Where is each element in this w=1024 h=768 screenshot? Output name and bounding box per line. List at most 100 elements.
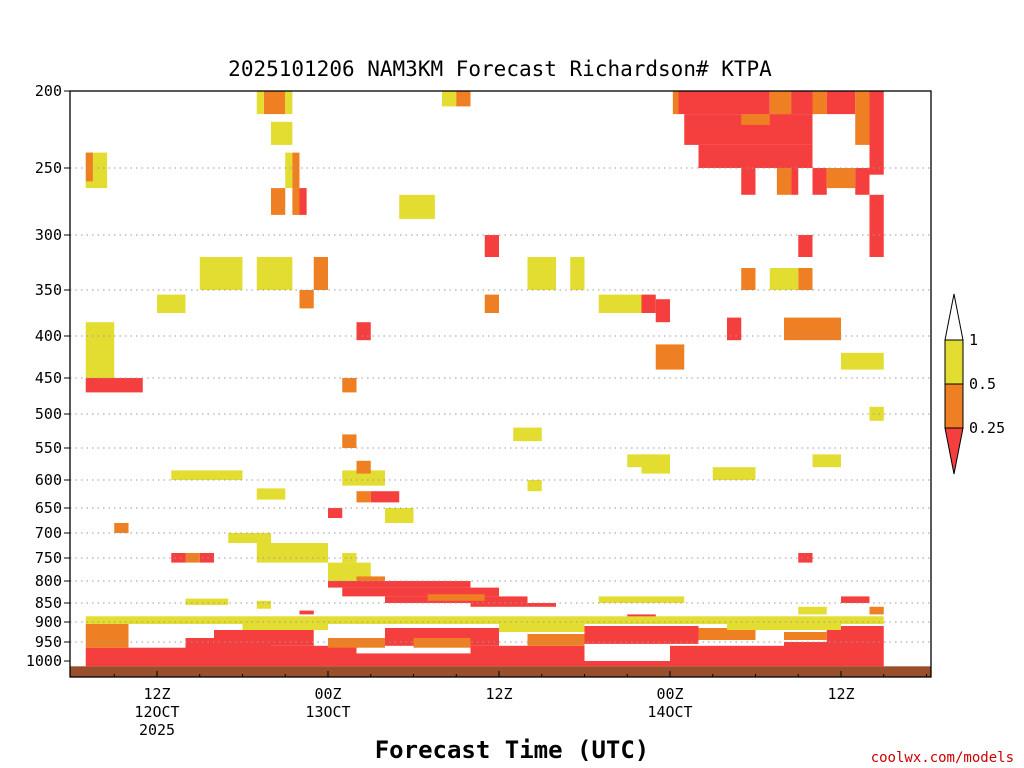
plot-frame bbox=[69, 90, 932, 678]
heatmap-cell bbox=[271, 645, 357, 661]
heatmap-cell bbox=[841, 352, 870, 370]
heatmap-cell bbox=[285, 152, 293, 189]
heatmap-cell bbox=[263, 91, 286, 115]
y-tick-label: 350 bbox=[35, 281, 62, 299]
heatmap-cell bbox=[256, 600, 271, 609]
heatmap-cell bbox=[356, 491, 371, 503]
ground-band bbox=[70, 666, 931, 677]
heatmap-cell bbox=[328, 638, 385, 648]
heatmap-cell bbox=[527, 257, 556, 290]
y-tick-label: 800 bbox=[35, 572, 62, 590]
y-tick-label: 200 bbox=[35, 82, 62, 100]
heatmap-cells bbox=[85, 91, 884, 667]
heatmap-cell bbox=[328, 508, 343, 518]
heatmap-cell bbox=[798, 606, 827, 615]
heatmap-cell bbox=[570, 257, 585, 290]
heatmap-cell bbox=[698, 144, 813, 168]
x-tick-label: 12Z bbox=[827, 685, 854, 703]
credit-text: coolwx.com/models bbox=[871, 750, 1014, 766]
heatmap-cell bbox=[199, 257, 243, 290]
heatmap-cell bbox=[855, 168, 870, 195]
y-tick-label: 500 bbox=[35, 405, 62, 423]
heatmap-cell bbox=[670, 645, 784, 661]
heatmap-cell bbox=[356, 322, 371, 341]
heatmap-cell bbox=[299, 290, 314, 309]
heatmap-cell bbox=[655, 299, 670, 323]
heatmap-cell bbox=[812, 91, 827, 115]
heatmap-cell bbox=[855, 91, 870, 145]
heatmap-cell bbox=[85, 624, 129, 648]
heatmap-cell bbox=[784, 317, 841, 341]
heatmap-cell bbox=[299, 188, 307, 215]
colorbar-swatch-yellow bbox=[944, 339, 964, 385]
heatmap-cell bbox=[299, 610, 314, 615]
heatmap-cell bbox=[114, 523, 129, 533]
x-tick-label: 2025 bbox=[139, 721, 175, 739]
heatmap-cell bbox=[776, 168, 792, 195]
heatmap-cell bbox=[256, 488, 286, 500]
x-tick-label: 14OCT bbox=[647, 703, 692, 721]
heatmap-cell bbox=[741, 114, 770, 125]
heatmap-cell bbox=[869, 606, 884, 615]
y-gridlines bbox=[70, 167, 931, 643]
heatmap-cell bbox=[342, 378, 357, 393]
heatmap-cell bbox=[791, 168, 799, 195]
heatmap-cell bbox=[171, 470, 243, 480]
x-tick-label: 00Z bbox=[656, 685, 683, 703]
heatmap-cell bbox=[85, 661, 884, 667]
x-tick-label: 12OCT bbox=[134, 703, 179, 721]
heatmap-cell bbox=[527, 480, 542, 492]
y-tick-label: 550 bbox=[35, 439, 62, 457]
heatmap-cell bbox=[655, 344, 685, 370]
heatmap-cell bbox=[456, 91, 471, 107]
heatmap-cell bbox=[727, 622, 841, 630]
colorbar-legend: 0.25 0.5 1 bbox=[944, 293, 1005, 475]
x-tick-label: 12Z bbox=[485, 685, 512, 703]
heatmap-cell bbox=[499, 622, 585, 632]
heatmap-cell bbox=[413, 638, 471, 648]
x-tick-label: 13OCT bbox=[305, 703, 350, 721]
heatmap-cell bbox=[85, 152, 93, 182]
y-tick-label: 300 bbox=[35, 226, 62, 244]
colorbar-swatch-orange bbox=[944, 383, 964, 429]
heatmap-cell bbox=[85, 647, 186, 661]
heatmap-cell bbox=[677, 91, 770, 115]
heatmap-cell bbox=[228, 533, 271, 543]
heatmap-cell bbox=[356, 576, 385, 581]
heatmap-cell bbox=[356, 653, 471, 661]
heatmap-cell bbox=[798, 235, 813, 257]
heatmap-cell bbox=[271, 121, 293, 145]
heatmap-cell bbox=[256, 91, 264, 115]
heatmap-cell bbox=[185, 598, 229, 605]
heatmap-cell bbox=[328, 581, 471, 588]
heatmap-cell bbox=[370, 491, 400, 503]
y-tick-label: 1000 bbox=[26, 652, 62, 670]
heatmap-cell bbox=[342, 434, 357, 448]
heatmap-cell bbox=[641, 454, 670, 474]
heatmap-cell bbox=[527, 634, 585, 646]
heatmap-cell bbox=[342, 470, 385, 486]
heatmap-cell bbox=[342, 587, 499, 597]
heatmap-cell bbox=[784, 632, 827, 640]
heatmap-cell bbox=[584, 626, 699, 644]
heatmap-cell bbox=[470, 645, 585, 661]
heatmap-cell bbox=[385, 508, 414, 523]
heatmap-cell bbox=[171, 553, 186, 563]
chart-title: 2025101206 NAM3KM Forecast Richardson# K… bbox=[228, 57, 772, 81]
y-tick-label: 400 bbox=[35, 327, 62, 345]
colorbar-level-label: 0.25 bbox=[969, 419, 1005, 437]
heatmap-cell bbox=[484, 294, 499, 313]
heatmap-cell bbox=[741, 168, 756, 195]
heatmap-cell bbox=[285, 91, 293, 115]
heatmap-cell bbox=[513, 427, 542, 442]
colorbar-bottom-arrow bbox=[944, 427, 964, 475]
heatmap-cell bbox=[484, 235, 499, 257]
heatmap-cell bbox=[598, 294, 642, 313]
x-axis-title: Forecast Time (UTC) bbox=[375, 736, 650, 764]
heatmap-cell bbox=[399, 194, 435, 219]
heatmap-cell bbox=[256, 257, 293, 290]
heatmap-cell bbox=[342, 553, 357, 563]
heatmap-cell bbox=[292, 152, 300, 189]
y-tick-label: 850 bbox=[35, 594, 62, 612]
